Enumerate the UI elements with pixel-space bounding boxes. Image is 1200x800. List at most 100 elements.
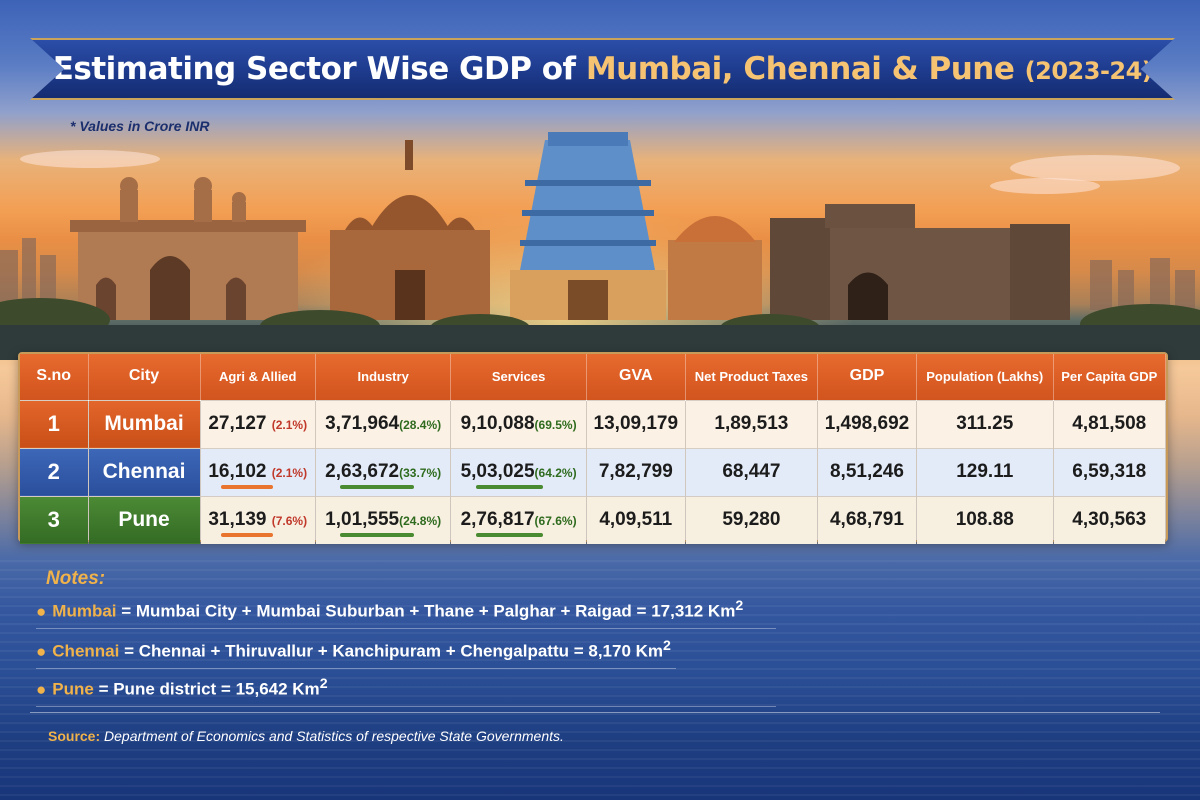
bullet-icon: ● [36, 679, 47, 699]
header-gva: GVA [586, 354, 686, 400]
note-pune: ● Pune = Pune district = 15,642 Km2 [36, 676, 776, 707]
header-agri: Agri & Allied [200, 354, 316, 400]
gdp-cell: 4,68,791 [817, 495, 917, 544]
notes-title: Notes: [46, 568, 106, 589]
industry-percent: (28.4%) [399, 418, 442, 432]
row-sno: 2 [20, 447, 89, 496]
cloud [20, 150, 160, 168]
industry-percent: (24.8%) [399, 514, 442, 529]
agri-bar [221, 533, 273, 537]
agri-percent: (2.1%) [271, 466, 308, 480]
source-line: Source: Department of Economics and Stat… [48, 728, 564, 744]
note-area-sup: 2 [663, 638, 671, 654]
note-area-sup: 2 [319, 676, 328, 692]
industry-bar [340, 533, 415, 537]
skyline-illustration [0, 132, 1200, 360]
population-cell: 129.11 [916, 447, 1054, 496]
industry-value: 1,01,555 [325, 509, 400, 531]
note-text: = Pune district = [93, 679, 236, 699]
agri-value: 31,139 [208, 509, 267, 531]
bullet-icon: ● [36, 601, 47, 621]
title-banner: Estimating Sector Wise GDP of Mumbai, Ch… [30, 38, 1175, 100]
gva-cell: 4,09,511 [586, 495, 686, 544]
agri-percent: (7.6%) [271, 514, 308, 529]
agri-cell: 31,139 (7.6%) [200, 495, 316, 544]
header-industry: Industry [315, 354, 452, 400]
header-population: Population (Lakhs) [916, 354, 1054, 400]
header-services: Services [450, 354, 587, 400]
note-chennai: ● Chennai = Chennai + Thiruvallur + Kanch… [36, 638, 676, 669]
industry-percent: (33.7%) [399, 466, 442, 480]
row-sno: 3 [20, 495, 89, 544]
values-unit-note: * Values in Crore INR [70, 118, 210, 134]
note-area: 15,642 Km [235, 679, 320, 699]
population-cell: 108.88 [916, 495, 1054, 544]
divider [30, 712, 1160, 713]
services-percent: (69.5%) [534, 418, 577, 432]
note-city: Mumbai [52, 601, 117, 621]
row-city: Mumbai [88, 399, 201, 448]
taxes-cell: 59,280 [685, 495, 818, 544]
cloud [1010, 155, 1180, 181]
note-text: = Mumbai City + Mumbai Suburban + Thane … [116, 601, 652, 621]
distant-buildings [0, 238, 1195, 310]
cloud [990, 178, 1100, 194]
note-text: = Chennai + Thiruvallur + Kanchipuram + … [119, 641, 589, 661]
table-header-row: S.no City Agri & Allied Industry Service… [20, 354, 1167, 400]
services-cell: 9,10,088(69.5%) [450, 399, 587, 448]
row-sno: 1 [20, 399, 89, 448]
temple-gopuram [510, 132, 666, 320]
title-text: Estimating Sector Wise GDP of [52, 51, 586, 87]
note-city: Chennai [52, 641, 120, 661]
services-cell: 5,03,025(64.2%) [450, 447, 587, 496]
industry-value: 2,63,672 [325, 461, 400, 482]
industry-cell: 3,71,964(28.4%) [315, 399, 452, 448]
per-capita-cell: 4,30,563 [1053, 495, 1167, 544]
per-capita-cell: 4,81,508 [1053, 399, 1167, 448]
title-cities: Mumbai, Chennai & Pune [585, 51, 1015, 87]
agri-cell: 16,102 (2.1%) [200, 447, 316, 496]
gateway-of-india [70, 177, 306, 320]
note-area-sup: 2 [735, 598, 744, 614]
bullet-icon: ● [36, 641, 47, 661]
services-percent: (67.6%) [534, 514, 577, 529]
agri-cell: 27,127 (2.1%) [200, 399, 316, 448]
note-mumbai: ● Mumbai = Mumbai City + Mumbai Suburban … [36, 598, 776, 629]
header-sno: S.no [20, 354, 89, 400]
industry-cell: 1,01,555(24.8%) [315, 495, 452, 544]
note-area: 17,312 Km [651, 601, 736, 621]
title-year: (2023-24) [1024, 57, 1153, 85]
agri-percent: (2.1%) [271, 418, 308, 432]
source-label: Source: [48, 728, 101, 744]
gva-cell: 7,82,799 [586, 447, 686, 496]
services-value: 5,03,025 [460, 461, 535, 482]
gdp-table: S.no City Agri & Allied Industry Service… [18, 352, 1168, 544]
per-capita-cell: 6,59,318 [1053, 447, 1167, 496]
palace-building [330, 140, 490, 320]
taxes-cell: 68,447 [685, 447, 818, 496]
services-cell: 2,76,817(67.6%) [450, 495, 587, 544]
services-value: 2,76,817 [460, 509, 535, 531]
agri-bar [221, 484, 273, 489]
table-row: 2 Chennai 16,102 (2.1%) 2,63,672(33.7%) … [20, 447, 1167, 496]
page-title: Estimating Sector Wise GDP of Mumbai, Ch… [53, 51, 1153, 87]
taxes-cell: 1,89,513 [685, 399, 818, 448]
header-taxes: Net Product Taxes [685, 354, 818, 400]
services-value: 9,10,088 [460, 413, 535, 434]
table-row: 3 Pune 31,139 (7.6%) 1,01,555(24.8%) 2,7… [20, 495, 1167, 544]
header-per-capita: Per Capita GDP [1053, 354, 1167, 400]
industry-cell: 2,63,672(33.7%) [315, 447, 452, 496]
note-city: Pune [52, 679, 94, 699]
gva-cell: 13,09,179 [586, 399, 686, 448]
row-city: Chennai [88, 447, 201, 496]
note-area: 8,170 Km [588, 641, 664, 661]
services-bar [475, 533, 543, 537]
header-city: City [88, 354, 201, 400]
source-text: Department of Economics and Statistics o… [100, 728, 564, 744]
gdp-cell: 8,51,246 [817, 447, 917, 496]
gdp-cell: 1,498,692 [817, 399, 917, 448]
table-row: 1 Mumbai 27,127 (2.1%) 3,71,964(28.4%) 9… [20, 399, 1167, 448]
services-percent: (64.2%) [534, 466, 577, 480]
dome-building [668, 216, 762, 320]
agri-value: 16,102 [208, 461, 267, 482]
